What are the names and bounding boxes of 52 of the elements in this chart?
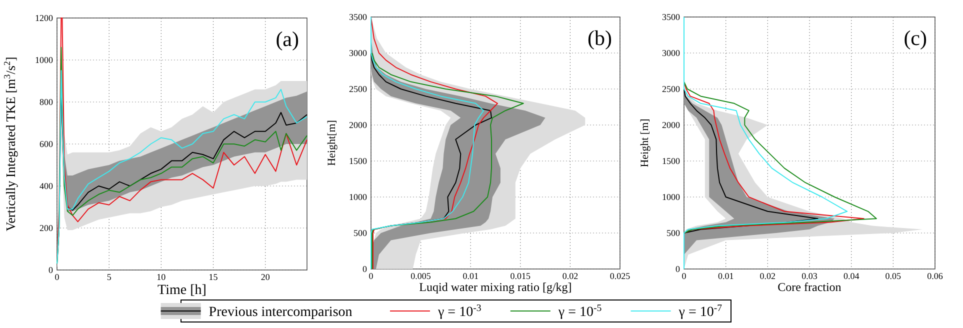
x-tick-label: 0.025: [610, 271, 631, 281]
annotation: (c): [904, 26, 927, 50]
x-tick-label: 15: [208, 272, 218, 282]
x-tick-label: 0.005: [410, 271, 432, 281]
y-axis-title: Height[m]: [326, 120, 338, 166]
y-tick-label: 1500: [349, 156, 368, 166]
y-tick-label: 2000: [349, 120, 368, 130]
annotation: (a): [276, 27, 299, 51]
y-tick-label: 1000: [349, 192, 368, 202]
x-tick-label: 0: [682, 271, 687, 281]
y-tick-label: 600: [40, 139, 54, 149]
x-tick-label: 20: [260, 272, 270, 282]
y-tick-label: 3500: [662, 12, 680, 22]
legend-label: Previous intercomparison: [208, 305, 352, 320]
y-tick-label: 1000: [662, 192, 680, 202]
x-tick-label: 0.015: [510, 271, 532, 281]
y-tick-label: 0: [362, 264, 368, 274]
y-tick-label: 3500: [349, 12, 368, 22]
y-tick-label: 3000: [662, 48, 680, 58]
x-tick-label: 0.06: [927, 271, 944, 281]
y-tick-label: 0: [676, 264, 680, 274]
legend-label: γ = 10$^{-3}$: [437, 302, 482, 320]
x-tick-label: 0.04: [843, 271, 860, 281]
y-tick-label: 2000: [662, 120, 680, 130]
x-tick-label: 5: [106, 272, 112, 282]
y-tick-label: 2500: [349, 84, 368, 94]
y-tick-label: 3000: [349, 48, 368, 58]
y-axis-title: Height [m]: [639, 118, 651, 168]
y-tick-label: 800: [40, 97, 54, 107]
y-tick-label: 500: [666, 228, 680, 238]
y-tick-label: 200: [40, 223, 54, 233]
legend-label: γ = 10$^{-7}$: [678, 302, 722, 320]
legend-label: γ = 10$^{-5}$: [557, 302, 602, 320]
x-axis-title: Time [h]: [158, 283, 206, 298]
x-axis-title: Luqid water mixing ratio [g/kg]: [419, 280, 572, 294]
y-tick-label: 2500: [662, 84, 680, 94]
x-tick-label: 0.02: [760, 271, 776, 281]
y-tick-label: 1500: [662, 156, 680, 166]
x-axis-title: Core fraction: [778, 280, 842, 294]
x-tick-label: 0.03: [802, 271, 818, 281]
x-tick-label: 0: [368, 271, 374, 281]
x-tick-label: 10: [156, 272, 166, 282]
y-tick-label: 1000: [35, 55, 54, 65]
x-tick-label: 0.01: [718, 271, 734, 281]
x-tick-label: 0.02: [562, 271, 578, 281]
annotation: (b): [588, 26, 612, 50]
y-tick-label: 1200: [35, 13, 54, 23]
x-tick-label: 0: [54, 272, 60, 282]
y-tick-label: 400: [40, 181, 54, 191]
x-tick-label: 0.01: [462, 271, 478, 281]
y-tick-label: 500: [354, 228, 368, 238]
x-tick-label: 0.05: [885, 271, 902, 281]
